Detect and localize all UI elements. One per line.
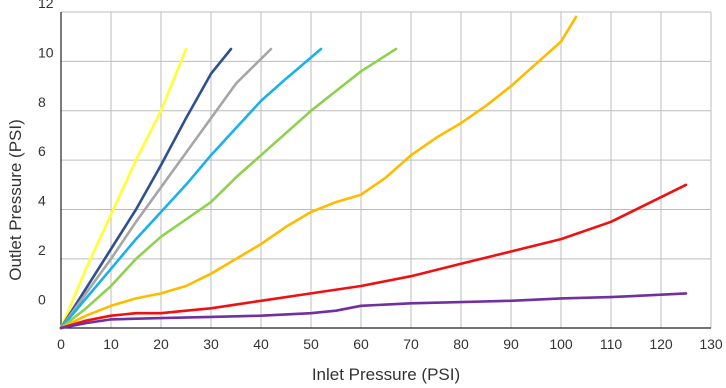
series-line-7 [59, 183, 688, 330]
y-tick-label: 4 [38, 193, 46, 209]
series-line-4 [59, 47, 323, 330]
y-tick-label: 6 [38, 143, 46, 159]
x-tick-label: 60 [353, 336, 369, 352]
y-axis-title: Outlet Pressure (PSI) [6, 119, 25, 281]
x-tick-label: 90 [503, 336, 519, 352]
y-tick-label: 8 [38, 94, 46, 110]
y-tick-label: 12 [38, 0, 54, 11]
x-tick-label: 40 [253, 336, 269, 352]
series-lines [59, 15, 688, 330]
x-tick-label: 80 [453, 336, 469, 352]
x-axis-title: Inlet Pressure (PSI) [312, 365, 460, 384]
x-tick-label: 100 [549, 336, 573, 352]
x-tick-label: 120 [649, 336, 673, 352]
x-axis-tick-labels: 0 10 20 30 40 50 60 70 80 90 100 110 120 130 [57, 336, 723, 352]
y-tick-label: 2 [38, 242, 46, 258]
y-tick-label: 0 [38, 291, 46, 307]
x-tick-label: 10 [103, 336, 119, 352]
series-line-6 [59, 15, 578, 330]
gridlines [61, 11, 712, 328]
series-line-3 [59, 47, 273, 330]
x-tick-label: 0 [57, 336, 65, 352]
axes [60, 12, 711, 329]
x-tick-label: 20 [153, 336, 169, 352]
x-tick-label: 130 [699, 336, 723, 352]
series-line-5 [59, 47, 398, 330]
y-axis-tick-labels: 0 2 4 6 8 10 12 [38, 0, 54, 307]
x-tick-label: 70 [403, 336, 419, 352]
y-tick-label: 10 [38, 44, 54, 60]
series-line-2 [59, 47, 233, 330]
x-tick-label: 50 [303, 336, 319, 352]
x-tick-label: 110 [600, 336, 623, 352]
x-tick-label: 30 [203, 336, 219, 352]
series-line-1 [59, 47, 188, 330]
series-line-8 [59, 292, 688, 330]
